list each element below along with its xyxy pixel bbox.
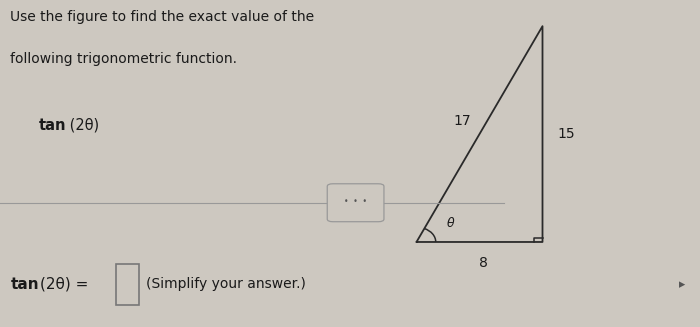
Text: Use the figure to find the exact value of the: Use the figure to find the exact value o… (10, 10, 314, 24)
FancyBboxPatch shape (328, 184, 384, 222)
Text: tan: tan (10, 277, 39, 292)
Text: θ: θ (447, 217, 454, 231)
Text: 17: 17 (453, 114, 471, 128)
Text: (2θ): (2θ) (65, 118, 99, 133)
Text: ▸: ▸ (680, 278, 685, 291)
FancyBboxPatch shape (116, 264, 139, 305)
Text: following trigonometric function.: following trigonometric function. (10, 52, 237, 66)
Text: 8: 8 (479, 256, 487, 270)
Text: (Simplify your answer.): (Simplify your answer.) (146, 278, 305, 291)
Text: (2θ) =: (2θ) = (40, 277, 88, 292)
Text: 15: 15 (558, 127, 575, 141)
Text: tan: tan (38, 118, 66, 133)
Text: • • •: • • • (344, 197, 368, 206)
